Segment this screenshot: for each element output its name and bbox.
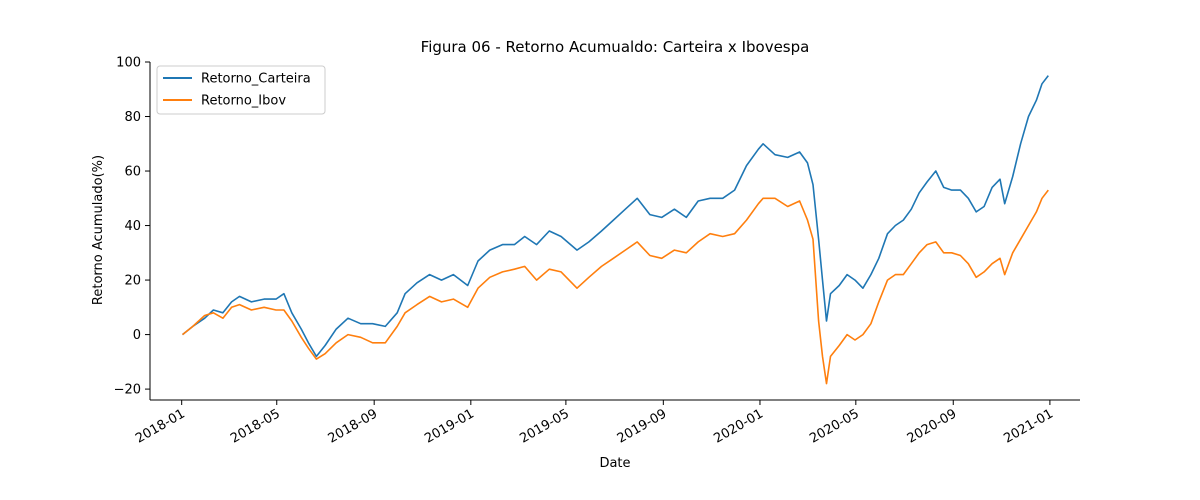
- x-tick-label: 2019-09: [615, 406, 670, 446]
- chart-title: Figura 06 - Retorno Acumualdo: Carteira …: [421, 38, 810, 56]
- x-tick-label: 2019-05: [517, 406, 572, 446]
- x-tick-label: 2021-01: [1001, 406, 1056, 446]
- y-tick-label: 100: [116, 56, 141, 71]
- x-tick-label: 2018-09: [326, 406, 381, 446]
- y-tick-label: −20: [114, 383, 141, 398]
- y-tick-label: 60: [124, 165, 141, 180]
- x-tick-label: 2020-05: [807, 406, 862, 446]
- axis-lines: [149, 62, 1080, 401]
- y-axis-label: Retorno Acumulado(%): [91, 155, 106, 305]
- x-tick-label: 2018-05: [228, 406, 283, 446]
- y-tick-label: 0: [133, 328, 141, 343]
- x-axis: 2018-01 2018-05 2018-09 2019-01 2019-05 2019-…: [133, 400, 1056, 447]
- y-axis: −20 0 20 40 60 80 100: [114, 56, 150, 398]
- x-axis-label: Date: [599, 456, 630, 471]
- series-layer: [182, 75, 1049, 385]
- legend: Retorno_Carteira Retorno_Ibov: [156, 65, 326, 115]
- legend-label: Retorno_Ibov: [201, 94, 286, 109]
- y-tick-label: 40: [124, 219, 141, 234]
- x-tick-label: 2018-01: [133, 406, 188, 446]
- x-tick-label: 2020-01: [711, 406, 766, 446]
- series-line-retorno-ibov: [182, 189, 1049, 385]
- y-tick-label: 20: [124, 274, 141, 289]
- x-tick-label: 2020-09: [905, 406, 960, 446]
- y-tick-label: 80: [124, 110, 141, 125]
- legend-box: [156, 65, 326, 115]
- series-line-retorno-carteira: [182, 75, 1049, 358]
- x-tick-label: 2019-01: [422, 406, 477, 446]
- legend-label: Retorno_Carteira: [201, 72, 311, 87]
